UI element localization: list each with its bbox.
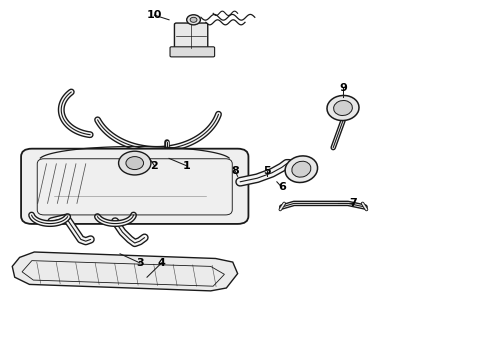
FancyBboxPatch shape <box>174 23 208 49</box>
Ellipse shape <box>292 161 311 177</box>
Text: 4: 4 <box>158 258 166 268</box>
Text: 6: 6 <box>278 182 286 192</box>
FancyBboxPatch shape <box>170 47 215 57</box>
Text: 1: 1 <box>182 161 190 171</box>
Text: 10: 10 <box>147 10 162 20</box>
Ellipse shape <box>327 95 359 121</box>
FancyBboxPatch shape <box>21 149 248 224</box>
Circle shape <box>119 151 151 175</box>
Text: 5: 5 <box>263 166 271 176</box>
Text: 3: 3 <box>136 258 144 268</box>
Text: 9: 9 <box>339 83 347 93</box>
Circle shape <box>126 157 144 170</box>
Polygon shape <box>12 252 238 291</box>
Text: 7: 7 <box>349 198 357 208</box>
Circle shape <box>187 15 200 25</box>
Text: 8: 8 <box>231 166 239 176</box>
Ellipse shape <box>334 100 352 116</box>
Circle shape <box>190 17 197 22</box>
Text: 2: 2 <box>150 161 158 171</box>
Ellipse shape <box>285 156 318 183</box>
